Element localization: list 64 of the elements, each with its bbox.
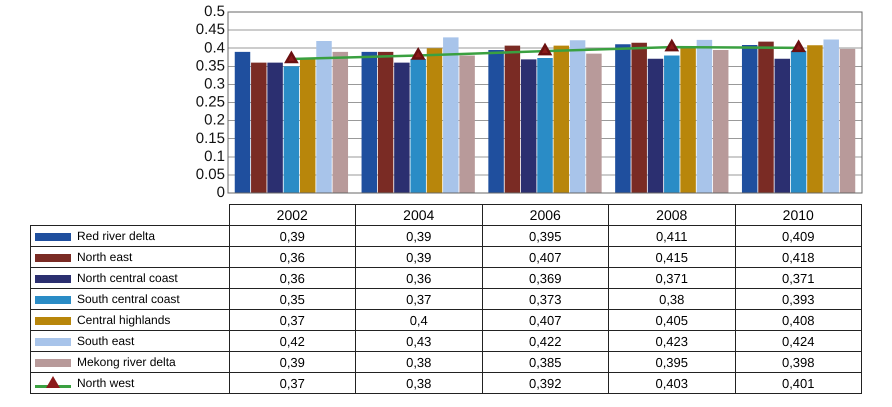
data-label: 0,369: [482, 268, 608, 288]
data-label: 0,408: [735, 310, 862, 330]
legend-label: North west: [77, 376, 134, 390]
x-tick-label: 2004: [356, 204, 482, 226]
y-tick-label: 0.35: [196, 57, 225, 74]
x-tick-label: 2002: [229, 204, 356, 226]
data-label: 0,39: [229, 226, 356, 246]
data-label: 0,38: [356, 352, 482, 372]
data-label: 0,393: [735, 288, 862, 310]
y-tick-label: 0.45: [196, 21, 225, 38]
data-label: 0,395: [608, 352, 735, 372]
y-tick-label: 0.4: [204, 39, 225, 56]
data-label: 0,424: [735, 330, 862, 352]
y-tick-label: 0.2: [204, 112, 225, 129]
data-label: 0,371: [608, 268, 735, 288]
legend-label: Red river delta: [77, 229, 156, 243]
data-label: 0,395: [482, 226, 608, 246]
data-label: 0,36: [356, 268, 482, 288]
data-label: 0,407: [482, 310, 608, 330]
data-label: 0,415: [608, 246, 735, 268]
legend-label: North central coast: [77, 271, 178, 285]
y-tick-label: 0.15: [196, 130, 225, 147]
data-label: 0,39: [356, 246, 482, 268]
data-label: 0,403: [608, 372, 735, 394]
data-label: 0,423: [608, 330, 735, 352]
x-tick-label: 2008: [608, 204, 735, 226]
data-label: 0,373: [482, 288, 608, 310]
data-label: 0,37: [229, 372, 356, 394]
legend-label: South central coast: [77, 292, 180, 306]
y-tick-label: 0.25: [196, 94, 225, 111]
x-tick-label: 2010: [735, 204, 862, 226]
data-label: 0,4: [356, 310, 482, 330]
legend-label: South east: [77, 334, 134, 348]
data-label: 0,422: [482, 330, 608, 352]
data-label: 0,411: [608, 226, 735, 246]
data-label: 0,39: [356, 226, 482, 246]
data-label: 0,371: [735, 268, 862, 288]
data-label: 0,392: [482, 372, 608, 394]
data-label: 0,401: [735, 372, 862, 394]
data-label: 0,43: [356, 330, 482, 352]
legend-label: Central highlands: [77, 313, 170, 327]
data-label: 0,407: [482, 246, 608, 268]
y-tick-label: 0.3: [204, 76, 225, 93]
data-label: 0,385: [482, 352, 608, 372]
data-label: 0,36: [229, 246, 356, 268]
data-label: 0,405: [608, 310, 735, 330]
data-label: 0,398: [735, 352, 862, 372]
legend-label: Mekong river delta: [77, 355, 176, 369]
y-tick-label: 0.1: [204, 148, 225, 165]
data-label: 0,37: [356, 288, 482, 310]
x-tick-label: 2006: [482, 204, 608, 226]
data-label: 0,38: [356, 372, 482, 394]
y-tick-label: 0.05: [196, 166, 225, 184]
legend-label: North east: [77, 250, 132, 264]
data-label: 0,409: [735, 226, 862, 246]
y-tick-label: 0: [216, 184, 225, 202]
data-label: 0,418: [735, 246, 862, 268]
data-label: 0,39: [229, 352, 356, 372]
data-label: 0,38: [608, 288, 735, 310]
data-label: 0,37: [229, 310, 356, 330]
data-label: 0,42: [229, 330, 356, 352]
data-label: 0,35: [229, 288, 356, 310]
data-label: 0,36: [229, 268, 356, 288]
y-tick-label: 0.5: [204, 3, 225, 20]
